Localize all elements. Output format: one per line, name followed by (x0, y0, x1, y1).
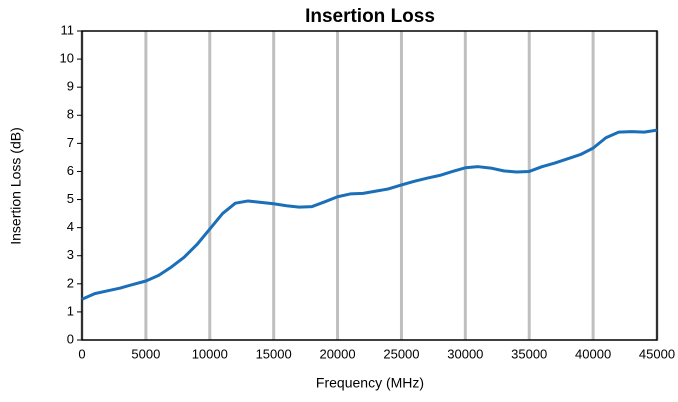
y-tick-label: 4 (67, 219, 74, 234)
y-axis-label: Insertion Loss (dB) (8, 127, 24, 245)
y-tick-label: 1 (67, 303, 74, 318)
x-axis-label: Frequency (MHz) (316, 375, 424, 391)
y-tick-label: 11 (61, 22, 75, 37)
x-tick-label: 20000 (319, 346, 355, 361)
x-tick-label: 10000 (192, 346, 228, 361)
y-tick-label: 5 (67, 191, 74, 206)
x-tick-label: 15000 (256, 346, 292, 361)
x-tick-label: 5000 (131, 346, 160, 361)
line-series (81, 128, 658, 301)
x-tick-label: 25000 (383, 346, 419, 361)
y-tick-label: 9 (67, 79, 74, 94)
y-tick-label: 7 (67, 135, 74, 150)
y-tick-label: 8 (67, 107, 74, 122)
x-tick-label: 30000 (447, 346, 483, 361)
y-tick-label: 6 (67, 163, 74, 178)
plot-frame (81, 30, 658, 341)
x-tick-label: 45000 (639, 346, 675, 361)
x-tick-label: 40000 (575, 346, 611, 361)
y-tick-label: 3 (67, 247, 74, 262)
x-tick-label: 35000 (511, 346, 547, 361)
y-tick-label: 10 (60, 51, 74, 66)
y-tick-label: 0 (67, 331, 74, 346)
x-tick-label: 0 (78, 346, 85, 361)
y-tick-label: 2 (67, 275, 74, 290)
chart-title: Insertion Loss (305, 6, 435, 27)
